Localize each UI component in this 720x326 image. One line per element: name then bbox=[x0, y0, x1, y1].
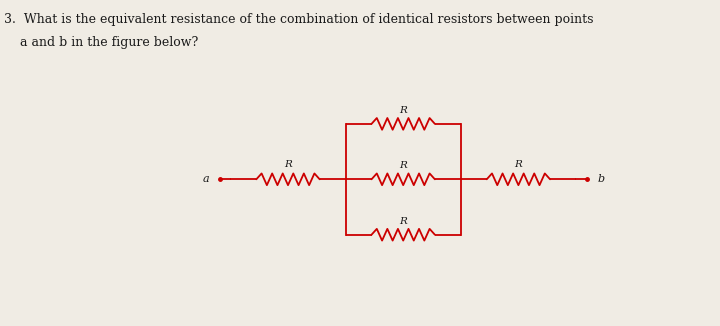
Text: R: R bbox=[515, 160, 522, 169]
Text: b: b bbox=[598, 174, 605, 184]
Text: R: R bbox=[284, 160, 292, 169]
Text: a: a bbox=[202, 174, 209, 184]
Text: a and b in the figure below?: a and b in the figure below? bbox=[4, 36, 198, 49]
Text: R: R bbox=[400, 161, 407, 170]
Text: 3.  What is the equivalent resistance of the combination of identical resistors : 3. What is the equivalent resistance of … bbox=[4, 13, 593, 26]
Text: R: R bbox=[400, 216, 407, 226]
Text: R: R bbox=[400, 106, 407, 115]
